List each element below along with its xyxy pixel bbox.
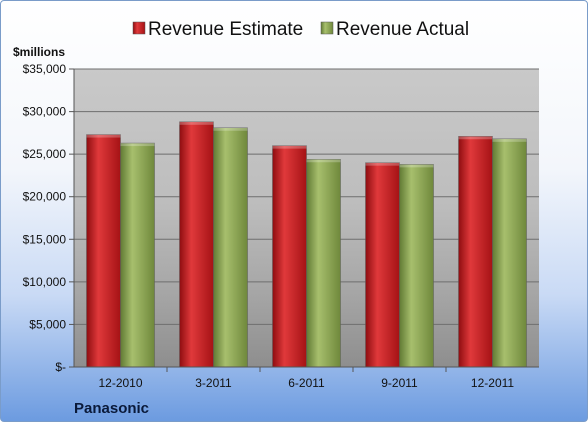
bar-revenue-actual [120, 142, 155, 368]
y-axis-unit-label: $millions [13, 45, 65, 59]
legend-label: Revenue Estimate [148, 19, 303, 40]
bar-revenue-estimate [365, 162, 400, 368]
y-tick-label: $20,000 [23, 190, 67, 204]
bar-top-highlight [365, 162, 400, 166]
bar-revenue-actual [399, 164, 434, 368]
axes: $- $5,000 $10,000 $15,000 $20,000 $25,000 $30,… [23, 62, 539, 390]
bar-revenue-actual [492, 138, 527, 368]
bar-top-highlight [399, 164, 434, 168]
legend-swatch [320, 21, 334, 35]
bar-top-highlight [120, 143, 155, 147]
y-tick-label: $10,000 [23, 275, 67, 289]
legend: Revenue Estimate Revenue Actual [132, 19, 469, 40]
bar-revenue-estimate [179, 121, 214, 368]
bar-top-highlight [306, 159, 341, 163]
bar-top-highlight [458, 136, 493, 140]
bar-top-highlight [272, 145, 307, 149]
x-tick-label: 12-2010 [98, 376, 142, 390]
y-tick-label: $- [55, 360, 66, 374]
y-tick-label: $35,000 [23, 62, 67, 76]
bar-top-highlight [213, 127, 248, 131]
y-tick-label: $5,000 [29, 317, 66, 331]
y-tick-label: $30,000 [23, 105, 67, 119]
bar-top-highlight [179, 121, 214, 125]
y-tick-label: $25,000 [23, 147, 67, 161]
x-tick-label: 12-2011 [471, 376, 514, 390]
bar-revenue-actual [306, 159, 341, 368]
bar-top-highlight [86, 134, 121, 138]
x-tick-label: 6-2011 [288, 376, 325, 390]
bar-revenue-estimate [458, 136, 493, 368]
bar-top-highlight [492, 138, 527, 142]
legend-label: Revenue Actual [336, 19, 469, 40]
x-tick-label: 3-2011 [195, 376, 232, 390]
bar-revenue-actual [213, 127, 248, 368]
y-tick-label: $15,000 [23, 232, 67, 246]
company-label: Panasonic [74, 400, 149, 417]
legend-swatch [132, 21, 146, 35]
bar-revenue-estimate [272, 145, 307, 368]
bar-revenue-estimate [86, 134, 121, 368]
x-tick-label: 9-2011 [381, 376, 418, 390]
bars [86, 121, 527, 368]
